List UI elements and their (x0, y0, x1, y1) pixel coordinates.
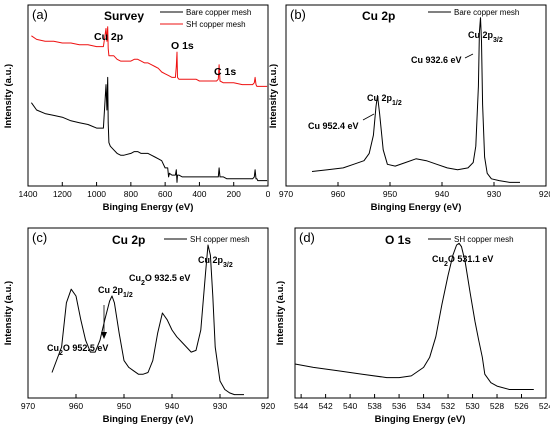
annotation-cu2p-a: Cu 2p (94, 31, 123, 43)
panel-a: 1400 1200 1000 800 600 400 200 0 (a) Survey Bar… (3, 4, 271, 213)
title-d: O 1s (385, 233, 411, 247)
plot-area-c (27, 227, 269, 399)
x-tick-label-c-4: 930 (213, 401, 227, 411)
series-bare-curve-b (311, 17, 520, 183)
x-tick-label-c-5: 920 (261, 401, 275, 411)
x-tick-label-d-4: 536 (392, 401, 406, 411)
title-a: Survey (104, 9, 144, 23)
annotation-cu2o932-c: Cu2O 932.5 eV (129, 273, 190, 287)
x-tick-label-a-1: 1200 (53, 189, 72, 199)
x-tick-label-b-2: 950 (383, 189, 397, 199)
panel-label-d: (d) (299, 230, 315, 245)
plot-area-b (285, 4, 547, 187)
x-tick-label-a-6: 200 (227, 189, 241, 199)
panel-label-c: (c) (32, 230, 47, 245)
panel-label-a: (a) (32, 7, 48, 22)
annotation-cu2o531-d: Cu2O 531.1 eV (432, 254, 493, 268)
annotation-cu932-b: Cu 932.6 eV (411, 55, 462, 65)
x-tick-label-b-0: 970 (279, 189, 293, 199)
x-tick-label-a-5: 400 (192, 189, 206, 199)
x-tick-label-b-4: 930 (487, 189, 501, 199)
x-ticks-b: 970 960 950 940 930 920 (279, 182, 550, 199)
arrow-cu952-b (362, 113, 375, 121)
x-axis-label-d: Binging Energy (eV) (375, 414, 466, 425)
x-axis-label-b: Binging Energy (eV) (371, 202, 462, 213)
x-tick-label-d-6: 532 (441, 401, 455, 411)
y-axis-label-b: Intensity (a.u.) (268, 64, 279, 128)
legend-label-d: SH copper mesh (454, 235, 514, 244)
x-tick-label-c-0: 970 (21, 401, 35, 411)
legend-label-sh-a: SH copper mesh (186, 20, 246, 29)
legend-label-c: SH copper mesh (190, 235, 250, 244)
x-tick-label-d-7: 530 (465, 401, 479, 411)
x-tick-label-c-1: 960 (69, 401, 83, 411)
annotation-c1s-a: C 1s (214, 66, 236, 78)
x-axis-label-a: Binging Energy (eV) (103, 202, 194, 213)
panel-label-b: (b) (290, 7, 306, 22)
plot-area-a (27, 4, 269, 187)
annotation-cu952-b: Cu 952.4 eV (308, 121, 359, 131)
panel-d: 544 542 540 538 536 534 532 530 528 526 524 (d) O … (275, 227, 550, 425)
x-tick-label-d-9: 526 (514, 401, 528, 411)
x-tick-label-a-4: 600 (158, 189, 172, 199)
x-tick-label-b-3: 940 (435, 189, 449, 199)
panel-c: 970 960 950 940 930 920 (c) Cu 2p SH copper m… (3, 227, 275, 425)
x-tick-label-d-5: 534 (416, 401, 430, 411)
x-tick-label-d-0: 544 (294, 401, 308, 411)
x-tick-label-a-3: 800 (124, 189, 138, 199)
annotation-cu2p32-c: Cu 2p3/2 (198, 255, 233, 269)
annotation-cu2o952-c: Cu2O 952.5 eV (47, 343, 108, 357)
x-tick-label-b-5: 920 (539, 189, 550, 199)
series-sh-curve-a (31, 26, 268, 87)
panel-b: 970 960 950 940 930 920 (b) Cu 2p Bare copper… (268, 4, 550, 213)
series-sh-curve-d (294, 242, 534, 390)
arrow-cu932-b (464, 53, 474, 59)
x-tick-label-c-2: 950 (117, 401, 131, 411)
legend-label-b: Bare copper mesh (454, 8, 519, 17)
annotation-cu2p12-b: Cu 2p1/2 (367, 93, 402, 107)
x-tick-label-d-10: 524 (539, 401, 550, 411)
x-tick-label-d-8: 528 (490, 401, 504, 411)
arrowhead-cu952-c (101, 332, 107, 339)
y-axis-label-c: Intensity (a.u.) (3, 281, 14, 345)
plot-area-d (294, 227, 547, 399)
x-tick-label-d-2: 540 (343, 401, 357, 411)
y-axis-label-d: Intensity (a.u.) (275, 281, 286, 345)
x-ticks-c: 970 960 950 940 930 920 (21, 394, 275, 411)
x-tick-label-a-7: 0 (266, 189, 271, 199)
title-b: Cu 2p (362, 9, 395, 23)
series-bare-curve-a (30, 76, 268, 183)
annotation-cu2p12-c: Cu 2p1/2 (98, 285, 133, 299)
x-ticks-a: 1400 1200 1000 800 600 400 200 0 (19, 182, 271, 199)
x-tick-label-c-3: 940 (165, 401, 179, 411)
annotation-cu2p32-b: Cu 2p3/2 (468, 30, 503, 44)
x-tick-label-d-3: 538 (367, 401, 381, 411)
x-tick-label-a-2: 1000 (87, 189, 106, 199)
y-axis-label-a: Intensity (a.u.) (3, 64, 14, 128)
annotation-o1s-a: O 1s (171, 40, 194, 52)
x-axis-label-c: Binging Energy (eV) (103, 414, 194, 425)
title-c: Cu 2p (112, 233, 145, 247)
x-tick-label-d-1: 542 (319, 401, 333, 411)
x-tick-label-b-1: 960 (331, 189, 345, 199)
legend-label-bare-a: Bare copper mesh (186, 8, 251, 17)
x-ticks-d: 544 542 540 538 536 534 532 530 528 526 524 (294, 394, 550, 411)
series-sh-curve-c (51, 244, 244, 396)
x-tick-label-a-0: 1400 (19, 189, 38, 199)
